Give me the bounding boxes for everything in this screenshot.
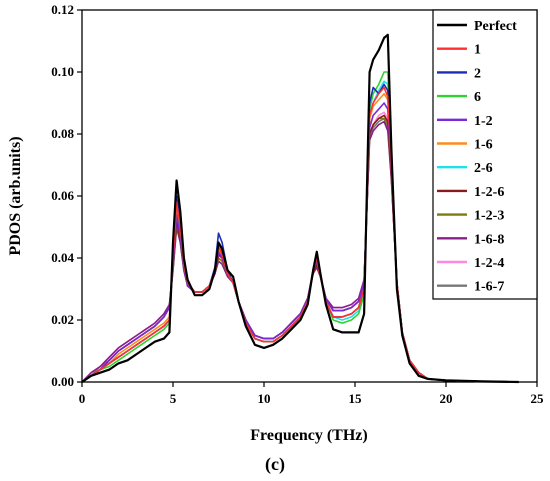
legend-label: 1: [474, 43, 481, 58]
x-tick-label: 25: [531, 391, 545, 406]
legend-label: 1-2-3: [474, 209, 504, 224]
y-tick-label: 0.12: [51, 2, 74, 17]
series-line-Perfect: [81, 33, 519, 384]
legend-label: 1-2-6: [474, 185, 504, 200]
y-tick-label: 0.06: [51, 188, 74, 203]
legend: Perfect 1 2 6 1-2 1-6 2-6 1-2-6 1-2-3 1-6-8 1-2-4 1…: [432, 9, 538, 300]
legend-label: 1-6-7: [474, 280, 504, 295]
legend-label: Perfect: [474, 19, 517, 34]
figure-caption: (c): [265, 454, 285, 475]
series-line-1: [81, 86, 519, 383]
legend-label: 1-6: [474, 138, 493, 153]
x-axis-title: Frequency (THz): [250, 427, 367, 444]
legend-items: Perfect 1 2 6 1-2 1-6 2-6 1-2-6 1-2-3 1-6-8 1-2-4 1…: [437, 19, 517, 295]
y-axis: 0.00 0.02 0.04 0.06 0.08 0.10 0.12: [51, 2, 82, 389]
legend-label: 1-6-8: [474, 232, 504, 247]
x-tick-label: 20: [440, 391, 453, 406]
x-axis: 0 5 10 15 20 25: [79, 382, 544, 406]
legend-box: [432, 9, 538, 300]
y-tick-label: 0.02: [51, 312, 74, 327]
y-tick-label: 0.04: [51, 250, 74, 265]
series-layer: [81, 33, 519, 384]
x-tick-label: 0: [79, 391, 86, 406]
x-tick-label: 5: [170, 391, 177, 406]
legend-label: 6: [474, 90, 481, 105]
legend-label: 1-2-4: [474, 256, 504, 271]
x-tick-label: 10: [258, 391, 271, 406]
legend-label: 1-2: [474, 114, 493, 129]
legend-label: 2: [474, 66, 481, 81]
y-tick-label: 0.10: [51, 64, 74, 79]
series-line-1-2: [81, 102, 519, 383]
y-tick-label: 0.00: [51, 374, 74, 389]
x-tick-label: 15: [349, 391, 363, 406]
plot-area: [81, 9, 538, 384]
y-tick-label: 0.08: [51, 126, 74, 141]
y-axis-title: PDOS (arb.units): [7, 136, 24, 255]
legend-label: 2-6: [474, 161, 493, 176]
